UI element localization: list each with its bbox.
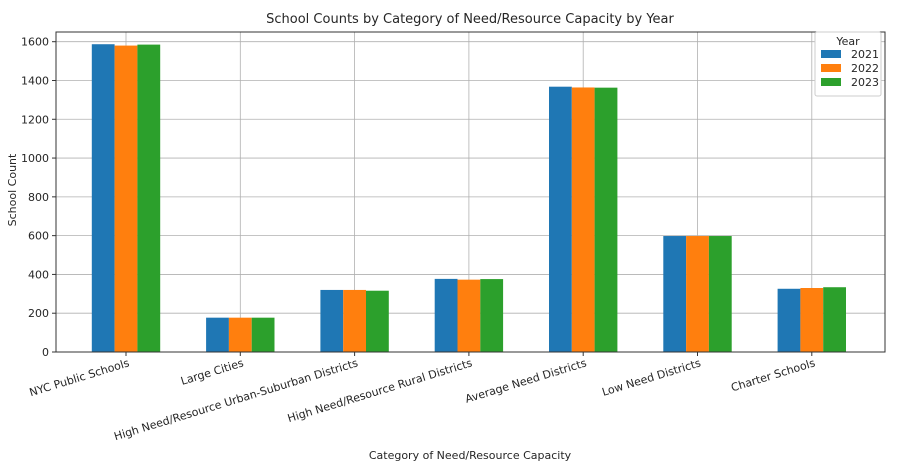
y-tick-label: 400 <box>28 268 49 281</box>
y-tick-label: 1200 <box>21 113 49 126</box>
x-axis-label: Category of Need/Resource Capacity <box>369 449 572 462</box>
x-axis-ticks: NYC Public Schools Large Cities High Need/… <box>28 352 817 443</box>
legend-swatch-2021 <box>821 50 841 58</box>
y-tick-label: 1000 <box>21 152 49 165</box>
x-tick-label: Large Cities <box>179 356 245 388</box>
y-tick-label: 800 <box>28 191 49 204</box>
bar-2023-5 <box>708 236 732 352</box>
bar-2022-5 <box>686 236 709 352</box>
bar-2022-2 <box>343 289 366 352</box>
bar-2021-1 <box>206 317 229 352</box>
bar-2023-4 <box>594 87 618 352</box>
bar-2023-2 <box>366 290 389 352</box>
bar-2023-0 <box>137 44 161 353</box>
y-tick-label: 0 <box>42 346 49 359</box>
bar-2021-4 <box>549 86 572 352</box>
chart-title: School Counts by Category of Need/Resour… <box>266 12 674 27</box>
bar-2021-5 <box>663 236 687 352</box>
bar-2023-3 <box>480 279 504 352</box>
y-tick-label: 1400 <box>21 74 49 87</box>
x-tick-label: Charter Schools <box>729 356 817 394</box>
bar-2022-0 <box>114 45 138 353</box>
bar-2021-3 <box>434 278 458 352</box>
bar-2021-2 <box>320 289 344 352</box>
bar-2022-6 <box>800 288 824 352</box>
bar-2021-0 <box>91 44 115 353</box>
bar-2022-4 <box>571 87 595 352</box>
plot-frame <box>55 31 886 353</box>
x-tick-label: Average Need Districts <box>464 356 589 405</box>
y-axis-label: School Count <box>6 153 19 226</box>
bar-2021-6 <box>777 288 801 352</box>
x-tick-label: NYC Public Schools <box>28 356 131 399</box>
bar-2022-1 <box>228 317 252 352</box>
legend-label-2021: 2021 <box>851 48 879 61</box>
bar-2023-1 <box>251 317 275 352</box>
x-tick-label: Low Need Districts <box>600 356 702 399</box>
bar-2023-6 <box>823 287 846 352</box>
y-tick-label: 200 <box>28 307 49 320</box>
legend-title: Year <box>835 35 860 48</box>
bar-2022-3 <box>457 279 481 352</box>
y-tick-label: 1600 <box>21 36 49 49</box>
y-axis-ticks: 0 200 400 600 800 1000 1200 1400 1600 <box>21 36 56 359</box>
legend-swatch-2022 <box>821 64 841 72</box>
bars <box>91 44 846 353</box>
legend-label-2022: 2022 <box>851 62 879 75</box>
y-tick-label: 600 <box>28 230 49 243</box>
legend-swatch-2023 <box>821 78 841 86</box>
x-tick-label: High Need/Resource Rural Districts <box>286 356 474 425</box>
legend-label-2023: 2023 <box>851 76 879 89</box>
